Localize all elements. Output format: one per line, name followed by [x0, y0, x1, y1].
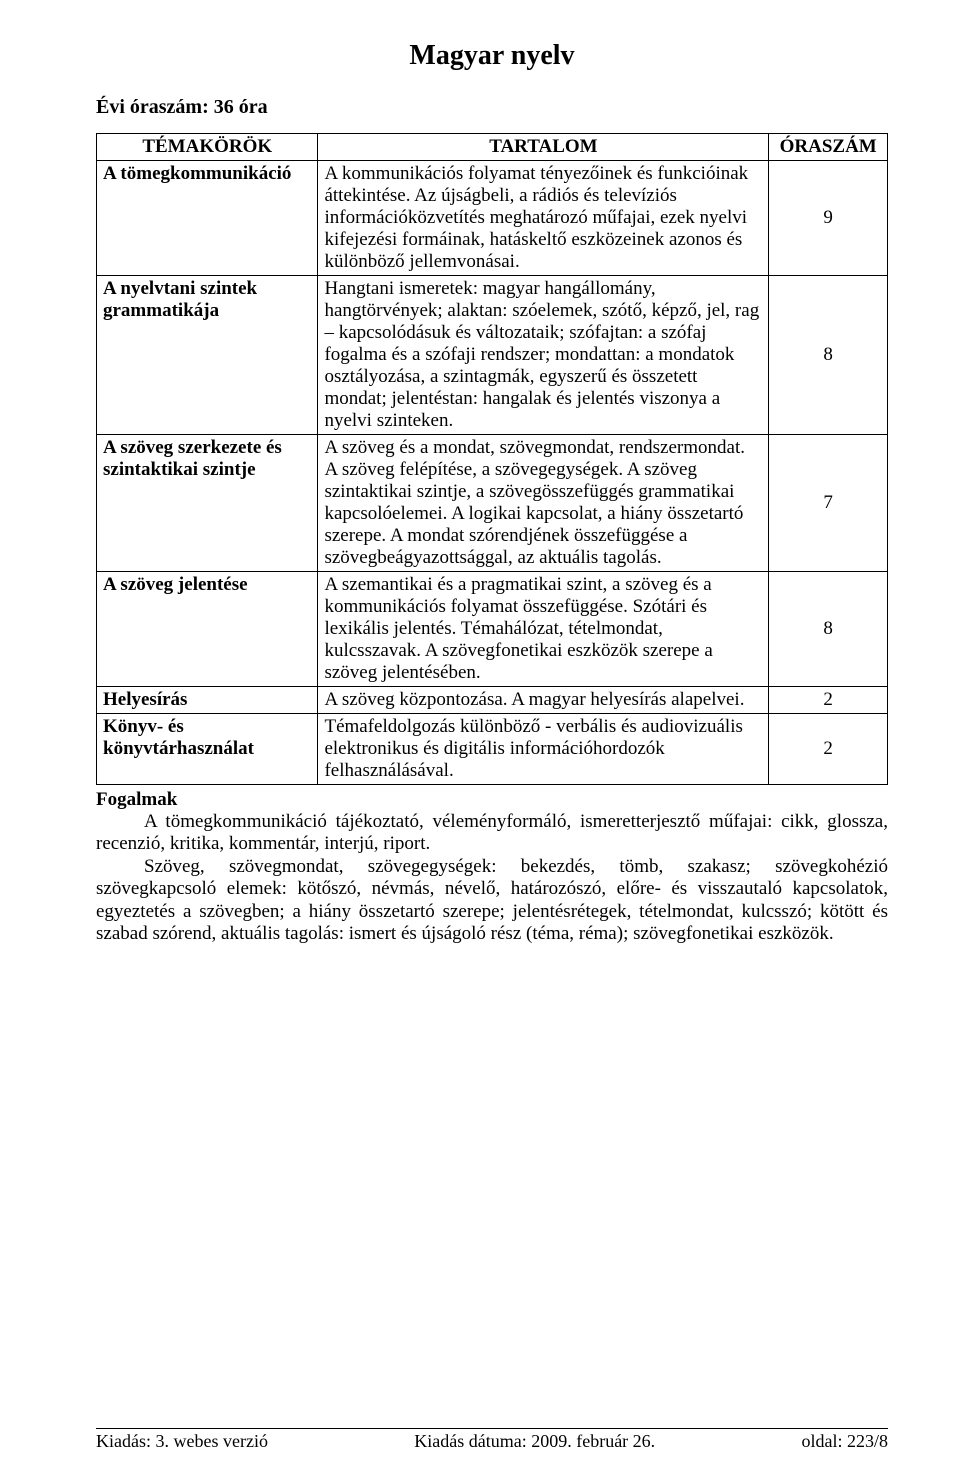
topic-cell: A szöveg jelentése	[97, 572, 318, 687]
topic-cell: A tömegkommunikáció	[97, 161, 318, 276]
hours-cell: 7	[769, 435, 888, 572]
col-header-topics: TÉMAKÖRÖK	[97, 134, 318, 161]
footer-rule	[96, 1428, 888, 1429]
topic-cell: Könyv- és könyvtárhasználat	[97, 714, 318, 785]
hours-cell: 2	[769, 687, 888, 714]
hours-cell: 8	[769, 276, 888, 435]
topic-cell: A nyelvtani szintek grammatikája	[97, 276, 318, 435]
hours-cell: 8	[769, 572, 888, 687]
table-row: Helyesírás A szöveg központozása. A magy…	[97, 687, 888, 714]
content-cell: A szemantikai és a pragmatikai szint, a …	[318, 572, 769, 687]
content-cell: Hangtani ismeretek: magyar hangállomány,…	[318, 276, 769, 435]
table-row: A tömegkommunikáció A kommunikációs foly…	[97, 161, 888, 276]
concepts-paragraph-2: Szöveg, szövegmondat, szövegegységek: be…	[96, 856, 888, 946]
table-row: Könyv- és könyvtárhasználat Témafeldolgo…	[97, 714, 888, 785]
curriculum-table: TÉMAKÖRÖK TARTALOM ÓRASZÁM A tömegkommun…	[96, 133, 888, 785]
hours-cell: 9	[769, 161, 888, 276]
concepts-heading: Fogalmak	[96, 789, 888, 811]
content-cell: A szöveg és a mondat, szövegmondat, rend…	[318, 435, 769, 572]
topic-cell: Helyesírás	[97, 687, 318, 714]
document-page: Magyar nyelv Évi óraszám: 36 óra TÉMAKÖR…	[0, 0, 960, 1482]
col-header-content: TARTALOM	[318, 134, 769, 161]
footer-edition: Kiadás: 3. webes verzió	[96, 1431, 268, 1452]
table-row: A szöveg szerkezete és szintaktikai szin…	[97, 435, 888, 572]
page-footer: Kiadás: 3. webes verzió Kiadás dátuma: 2…	[96, 1428, 888, 1452]
table-header-row: TÉMAKÖRÖK TARTALOM ÓRASZÁM	[97, 134, 888, 161]
content-cell: Témafeldolgozás különböző - verbális és …	[318, 714, 769, 785]
footer-date: Kiadás dátuma: 2009. február 26.	[414, 1431, 655, 1452]
annual-hours-line: Évi óraszám: 36 óra	[96, 96, 888, 119]
table-row: A nyelvtani szintek grammatikája Hangtan…	[97, 276, 888, 435]
topic-cell: A szöveg szerkezete és szintaktikai szin…	[97, 435, 318, 572]
content-cell: A kommunikációs folyamat tényezőinek és …	[318, 161, 769, 276]
table-row: A szöveg jelentése A szemantikai és a pr…	[97, 572, 888, 687]
concepts-paragraph-1: A tömegkommunikáció tájékoztató, vélemén…	[96, 811, 888, 856]
content-cell: A szöveg központozása. A magyar helyesír…	[318, 687, 769, 714]
col-header-hours: ÓRASZÁM	[769, 134, 888, 161]
page-title: Magyar nyelv	[96, 40, 888, 72]
footer-page-number: oldal: 223/8	[801, 1431, 888, 1452]
hours-cell: 2	[769, 714, 888, 785]
